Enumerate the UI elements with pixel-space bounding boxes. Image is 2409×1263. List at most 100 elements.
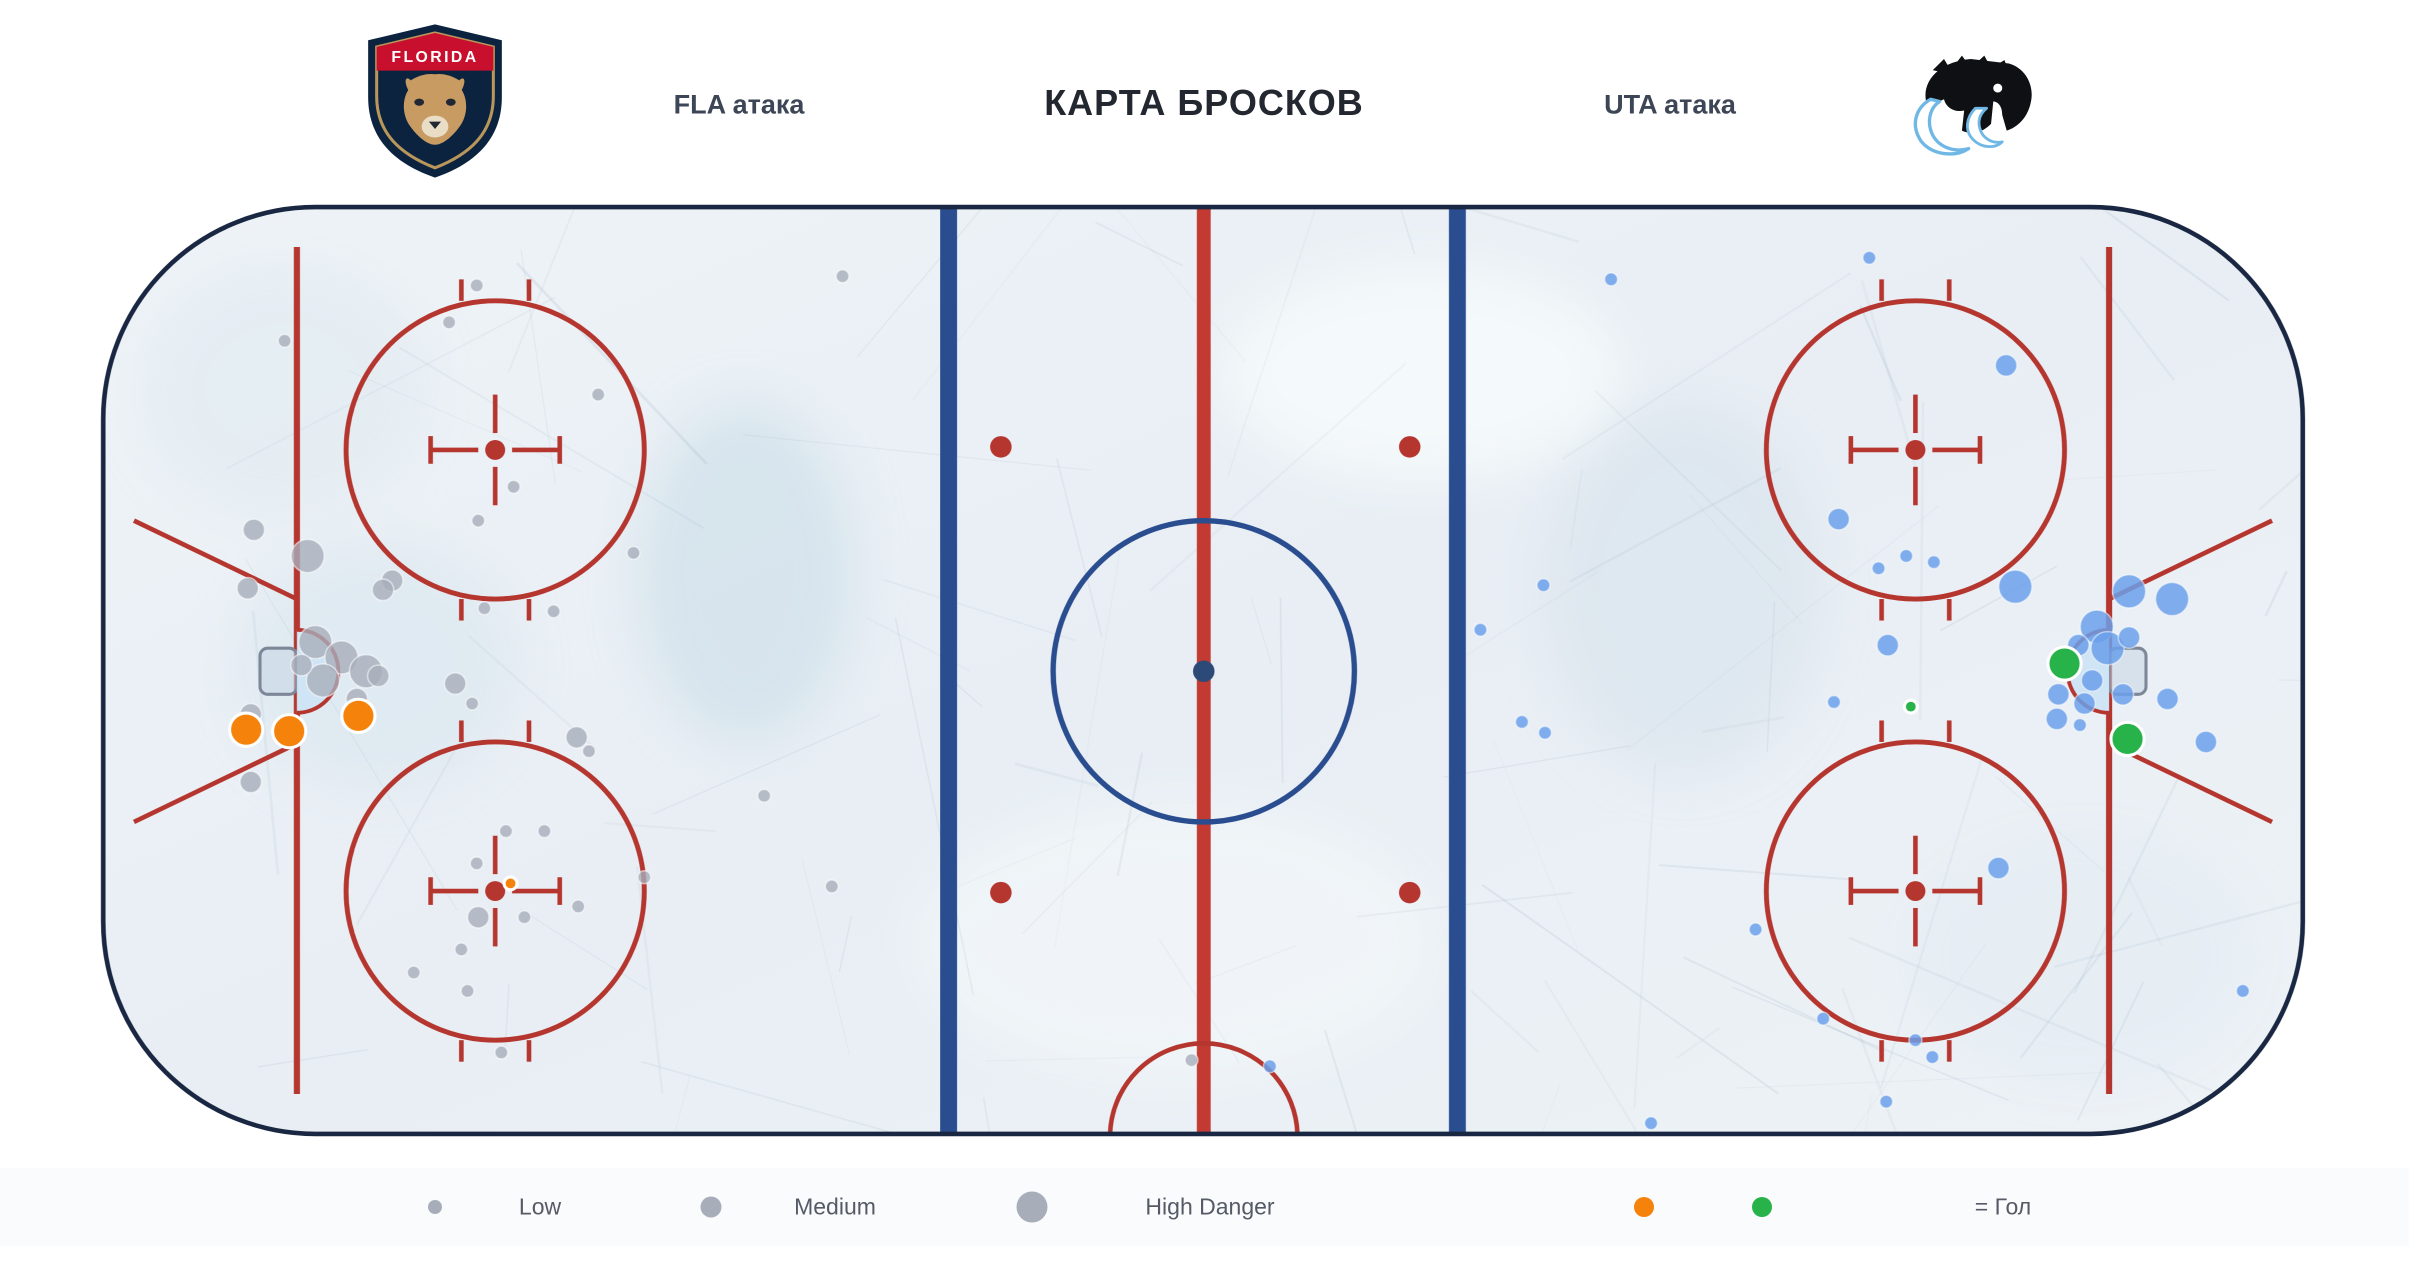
uta-shot-marker [1994, 353, 2018, 377]
center-circle [1050, 517, 1358, 825]
uta-shot-marker [2072, 692, 2097, 716]
fla-goal-marker [502, 875, 519, 892]
uta-shot-marker [2155, 687, 2180, 711]
uta-shot-marker [2194, 730, 2218, 754]
fla-shot-marker [477, 601, 492, 616]
fla-shot-marker [371, 578, 395, 602]
shield-red-band [376, 32, 494, 71]
rink-svg [100, 204, 2306, 1137]
legend: Low Medium High Danger = Гол [0, 1168, 2409, 1246]
uta-shot-marker [2117, 625, 2141, 649]
panther-head-icon [403, 73, 467, 145]
uta-goal-marker [2109, 720, 2146, 758]
fla-shot-marker [469, 856, 484, 871]
fla-shot-marker [242, 518, 266, 542]
uta-shot-marker [1898, 548, 1914, 564]
uta-attack-label: UTA атака [1604, 89, 1736, 120]
fla-shot-marker [637, 870, 652, 885]
fla-shot-marker [506, 479, 521, 495]
uta-shot-marker [1537, 725, 1553, 740]
center-dot [1193, 660, 1215, 683]
uta-shot-marker [1536, 577, 1551, 593]
neutral-faceoff-dot [990, 436, 1012, 458]
fla-shot-marker [537, 823, 552, 839]
fla-shot-marker [464, 696, 480, 711]
uta-shot-marker [2080, 668, 2104, 693]
mammoth-tusk2-icon [1966, 106, 2004, 148]
uta-shot-marker [2235, 983, 2251, 999]
fla-shot-marker [1184, 1052, 1199, 1068]
fla-shot-marker [297, 624, 333, 660]
fla-goal-marker [340, 697, 377, 734]
uta-shot-marker [1879, 1094, 1894, 1109]
rink [100, 204, 2306, 1137]
neutral-faceoff-dot [1398, 436, 1421, 458]
blue-line-right [1448, 207, 1466, 1134]
uta-shot-marker [1876, 633, 1900, 657]
page-title: КАРТА БРОСКОВ [1044, 82, 1364, 123]
uta-shot-marker [1514, 714, 1530, 730]
fla-shot-marker [471, 513, 486, 528]
fla-shot-marker [756, 788, 772, 803]
fla-shot-marker [494, 1045, 509, 1060]
fla-attack-label: FLA атака [673, 89, 805, 120]
fla-shot-marker [441, 315, 457, 330]
fla-panthers-logo: FLORIDA [368, 24, 502, 178]
fla-shot-marker [546, 604, 561, 619]
legend-dot-medium [700, 1196, 722, 1218]
uta-shot-marker [1997, 569, 2033, 605]
uta-shot-marker [1871, 561, 1886, 576]
uta-shot-marker [2090, 630, 2125, 666]
fla-shot-marker [406, 965, 421, 980]
uta-shot-marker [1826, 694, 1842, 710]
fla-shot-marker [565, 725, 589, 749]
blue-line-left [940, 207, 958, 1134]
uta-shot-marker [2111, 682, 2135, 706]
fla-shot-marker [835, 269, 850, 284]
fla-shot-marker [626, 545, 641, 561]
fla-shot-marker [570, 899, 586, 914]
uta-shot-marker [1473, 622, 1488, 637]
fla-shot-marker [460, 983, 475, 999]
uta-shot-marker [2154, 581, 2190, 617]
uta-shot-marker [2045, 707, 2069, 731]
uta-shot-marker [2046, 682, 2070, 706]
uta-shot-marker [2072, 717, 2088, 733]
fla-shot-marker [469, 278, 484, 293]
uta-shot-marker [1815, 1011, 1831, 1026]
uta-shot-marker [1926, 554, 1942, 570]
fla-shot-marker [581, 743, 597, 759]
fla-shot-marker [824, 879, 840, 894]
uta-shot-marker [1643, 1115, 1659, 1131]
uta-shot-marker [1986, 856, 2010, 880]
fla-shot-marker [289, 653, 314, 677]
fla-shot-marker [236, 576, 260, 600]
fla-logo-wordmark: FLORIDA [391, 49, 478, 66]
legend-dot-goal-fla [1634, 1197, 1654, 1217]
referee-crease [1107, 1041, 1300, 1134]
neutral-faceoff-dot [990, 881, 1012, 904]
legend-label-medium: Medium [794, 1193, 876, 1220]
header: FLORIDA FLA атака КАРТА БРОСКОВ UTA атак… [0, 0, 2409, 204]
uta-goal-marker [2046, 645, 2083, 682]
uta-goal-marker [1902, 698, 1919, 715]
fla-shot-marker [443, 672, 467, 696]
mammoth-head-icon [1925, 58, 2032, 133]
boards-outline [100, 204, 2306, 1137]
uta-shot-marker [2111, 573, 2147, 609]
uta-shot-marker [1262, 1059, 1278, 1074]
legend-label-low: Low [518, 1193, 562, 1220]
mammoth-tusk-icon [1913, 97, 1971, 156]
uta-shot-marker [1603, 272, 1619, 287]
legend-dot-goal-uta [1752, 1197, 1772, 1217]
uta-shot-marker [1748, 922, 1763, 937]
fla-shot-marker [290, 538, 326, 574]
ice-patches [146, 265, 2253, 1081]
fla-shot-marker [239, 770, 263, 794]
fla-goal-marker [271, 713, 308, 750]
fla-goal-marker [228, 711, 265, 748]
legend-label-goal: = Гол [1974, 1193, 2032, 1220]
fla-shot-marker [366, 664, 390, 688]
uta-mammoth-logo [1913, 55, 2032, 156]
